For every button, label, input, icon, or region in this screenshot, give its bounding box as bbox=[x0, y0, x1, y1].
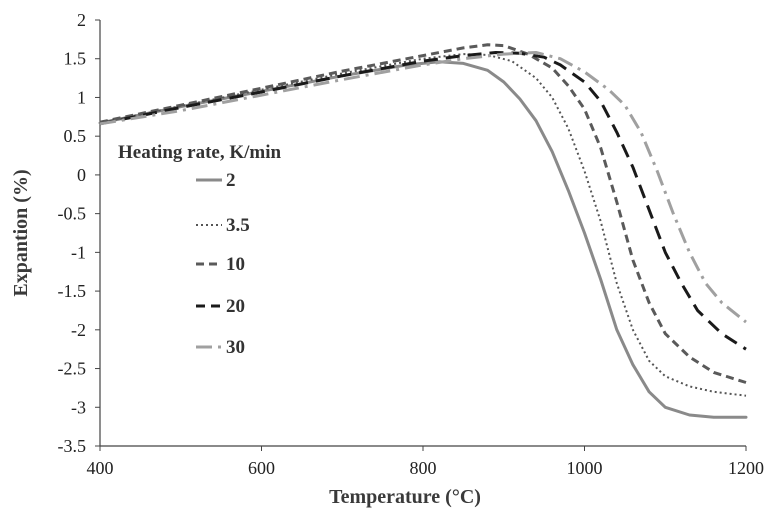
series-line-10 bbox=[99, 43, 747, 384]
legend-label-2: 2 bbox=[226, 170, 236, 191]
y-axis-title: Expantion (%) bbox=[10, 169, 32, 296]
series-line-2 bbox=[98, 60, 748, 419]
y-tick-label: -1 bbox=[71, 242, 86, 262]
series-line-3-5 bbox=[99, 53, 747, 397]
legend-label-20: 20 bbox=[226, 296, 245, 317]
y-tick-label: 1.5 bbox=[64, 49, 87, 69]
y-tick-label: 0.5 bbox=[64, 126, 87, 146]
series-line-30 bbox=[99, 51, 747, 324]
x-tick-label: 600 bbox=[248, 458, 275, 478]
y-tick-label: -0.5 bbox=[58, 204, 87, 224]
y-tick-label: -3.5 bbox=[58, 436, 87, 456]
y-tick-label: 1 bbox=[77, 87, 86, 107]
x-tick-label: 1000 bbox=[567, 458, 603, 478]
y-tick-label: -3 bbox=[71, 397, 86, 417]
legend-label-3-5: 3.5 bbox=[226, 215, 250, 236]
legend-label-10: 10 bbox=[226, 254, 245, 275]
y-tick-label: 2 bbox=[77, 10, 86, 30]
y-tick-label: -1.5 bbox=[58, 281, 87, 301]
y-tick-label: 0 bbox=[77, 165, 86, 185]
x-axis-title: Temperature (°C) bbox=[329, 486, 481, 508]
x-tick-group: 400 600 800 1000 1200 bbox=[87, 446, 764, 478]
y-tick-label: -2 bbox=[71, 320, 86, 340]
x-tick-label: 400 bbox=[87, 458, 114, 478]
x-tick-label: 1200 bbox=[728, 458, 764, 478]
y-tick-group: 2 1.5 1 0.5 0 -0.5 -1 -1.5 -2 -2.5 -3 -3.5 bbox=[58, 10, 100, 456]
y-tick-label: -2.5 bbox=[58, 359, 87, 379]
series-group bbox=[98, 43, 748, 419]
legend-title: Heating rate, K/min bbox=[118, 142, 281, 163]
legend-label-30: 30 bbox=[226, 337, 245, 358]
series-line-20 bbox=[99, 51, 747, 351]
legend: Heating rate, K/min 2 3.5 10 20 30 bbox=[118, 142, 281, 358]
x-tick-label: 800 bbox=[410, 458, 437, 478]
